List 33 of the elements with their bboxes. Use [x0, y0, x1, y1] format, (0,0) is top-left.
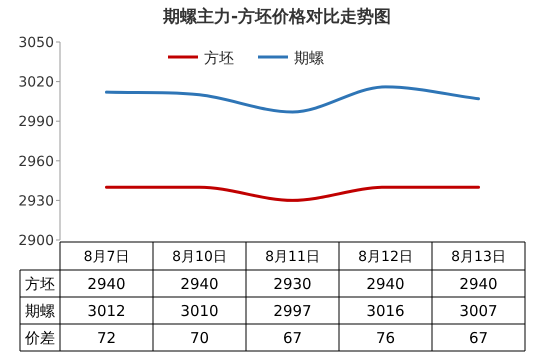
data-label: 3007	[459, 302, 498, 320]
y-tick-label: 2930	[18, 193, 54, 210]
data-label: 2940	[459, 275, 498, 293]
x-tick-label: 8月7日	[84, 249, 130, 265]
data-label: 2930	[273, 275, 312, 293]
legend-label: 期螺	[294, 49, 324, 67]
y-tick-label: 3050	[18, 35, 54, 51]
data-label: 3010	[180, 302, 219, 320]
data-label: 3012	[87, 302, 126, 320]
text: 期螺	[25, 302, 55, 320]
text: 76	[376, 329, 396, 347]
x-tick-label: 8月13日	[451, 249, 506, 265]
y-tick-label: 2960	[18, 154, 54, 170]
y-tick-label: 2900	[18, 233, 54, 249]
text: 67	[282, 329, 302, 347]
text: 价差	[24, 329, 55, 347]
y-tick-label: 2990	[18, 114, 54, 130]
text: 70	[190, 329, 210, 347]
x-tick-label: 8月11日	[265, 249, 320, 265]
line-series	[105, 85, 480, 114]
x-tick-label: 8月12日	[358, 249, 413, 265]
text: 67	[468, 329, 488, 347]
data-label: 2940	[366, 275, 405, 293]
y-tick-label: 3020	[18, 74, 54, 91]
data-label: 3016	[366, 302, 405, 320]
x-tick-label: 8月10日	[172, 249, 227, 265]
data-label: 2940	[180, 275, 219, 293]
data-label: 2940	[87, 275, 126, 293]
chart-title: 期螺主力-方坯价格对比走势图	[162, 7, 392, 27]
text: 方坯	[25, 275, 55, 293]
text: 72	[96, 329, 116, 347]
data-label: 2997	[273, 302, 312, 320]
legend-label: 方坯	[204, 49, 234, 67]
